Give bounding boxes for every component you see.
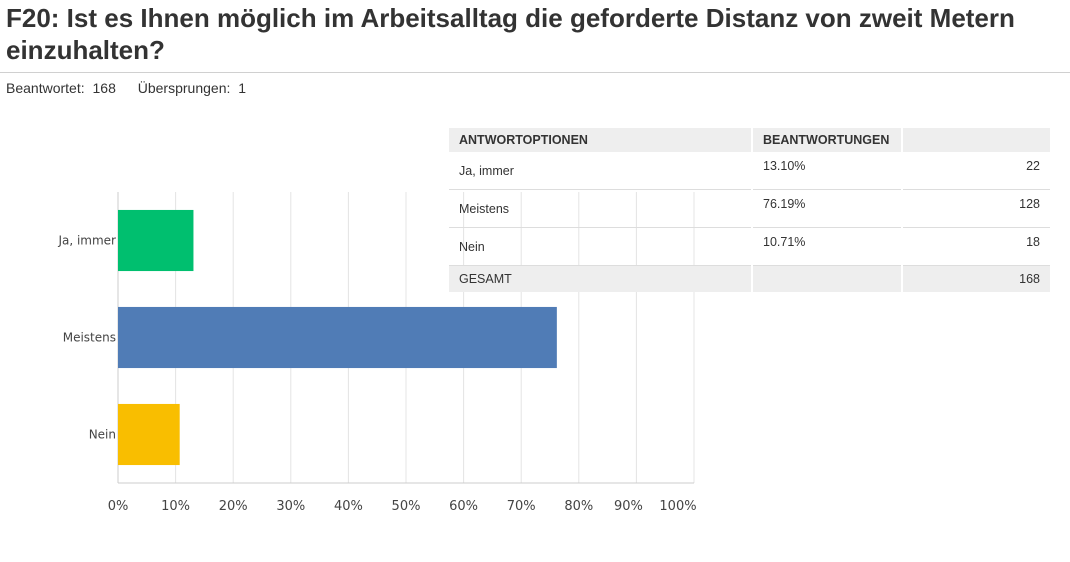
- total-count: 168: [901, 265, 1052, 292]
- x-tick-label: 60%: [449, 499, 478, 514]
- header-responses: BEANTWORTUNGEN: [752, 128, 903, 152]
- x-tick-label: 100%: [659, 499, 696, 514]
- percent-cell: 13.10%: [752, 152, 903, 190]
- bar: [118, 403, 180, 466]
- count-cell: 128: [901, 189, 1052, 228]
- option-cell: Meistens: [449, 189, 753, 228]
- title-divider: [0, 72, 1070, 73]
- answer-table: ANTWORTOPTIONEN BEANTWORTUNGEN Ja, immer…: [449, 128, 1052, 292]
- percent-cell: 76.19%: [752, 189, 903, 228]
- answered-value: 168: [92, 80, 116, 96]
- skipped-value: 1: [238, 80, 247, 96]
- x-tick-label: 10%: [161, 499, 190, 514]
- percent-cell: 10.71%: [752, 227, 903, 266]
- count-cell: 22: [901, 152, 1052, 190]
- question-title: F20: Ist es Ihnen möglich im Arbeitsallt…: [6, 3, 1015, 65]
- total-spacer: [752, 265, 903, 292]
- x-tick-label: 0%: [108, 499, 129, 514]
- answered-label: Beantwortet:: [6, 80, 85, 96]
- total-label: GESAMT: [449, 265, 753, 292]
- x-tick-label: 30%: [276, 499, 305, 514]
- x-tick-label: 20%: [219, 499, 248, 514]
- skipped-label: Übersprungen:: [137, 80, 231, 96]
- header-answer-options: ANTWORTOPTIONEN: [449, 128, 753, 152]
- table-row: Nein 10.71% 18: [449, 227, 1052, 266]
- header-count: [901, 128, 1052, 152]
- option-cell: Ja, immer: [449, 152, 753, 190]
- count-cell: 18: [901, 227, 1052, 266]
- category-label: Ja, immer: [57, 234, 116, 248]
- x-tick-label: 90%: [614, 499, 643, 514]
- bar: [118, 306, 557, 369]
- table-header-row: ANTWORTOPTIONEN BEANTWORTUNGEN: [449, 128, 1052, 152]
- table-row: Meistens 76.19% 128: [449, 189, 1052, 228]
- bar-chart: 0% 10% 20% 30% 40% 50% 60% 70% 80% 90% 100% Ja, imm…: [57, 192, 697, 514]
- x-tick-label: 70%: [507, 499, 536, 514]
- option-cell: Nein: [449, 227, 753, 266]
- category-label: Meistens: [63, 331, 116, 345]
- table-total-row: GESAMT 168: [449, 265, 1052, 292]
- x-tick-label: 80%: [564, 499, 593, 514]
- bar: [118, 209, 194, 272]
- x-tick-label: 40%: [334, 499, 363, 514]
- x-tick-label: 50%: [392, 499, 421, 514]
- response-stats: Beantwortet: 168 Übersprungen: 1: [6, 80, 246, 96]
- table-row: Ja, immer 13.10% 22: [449, 152, 1052, 190]
- category-label: Nein: [89, 428, 116, 442]
